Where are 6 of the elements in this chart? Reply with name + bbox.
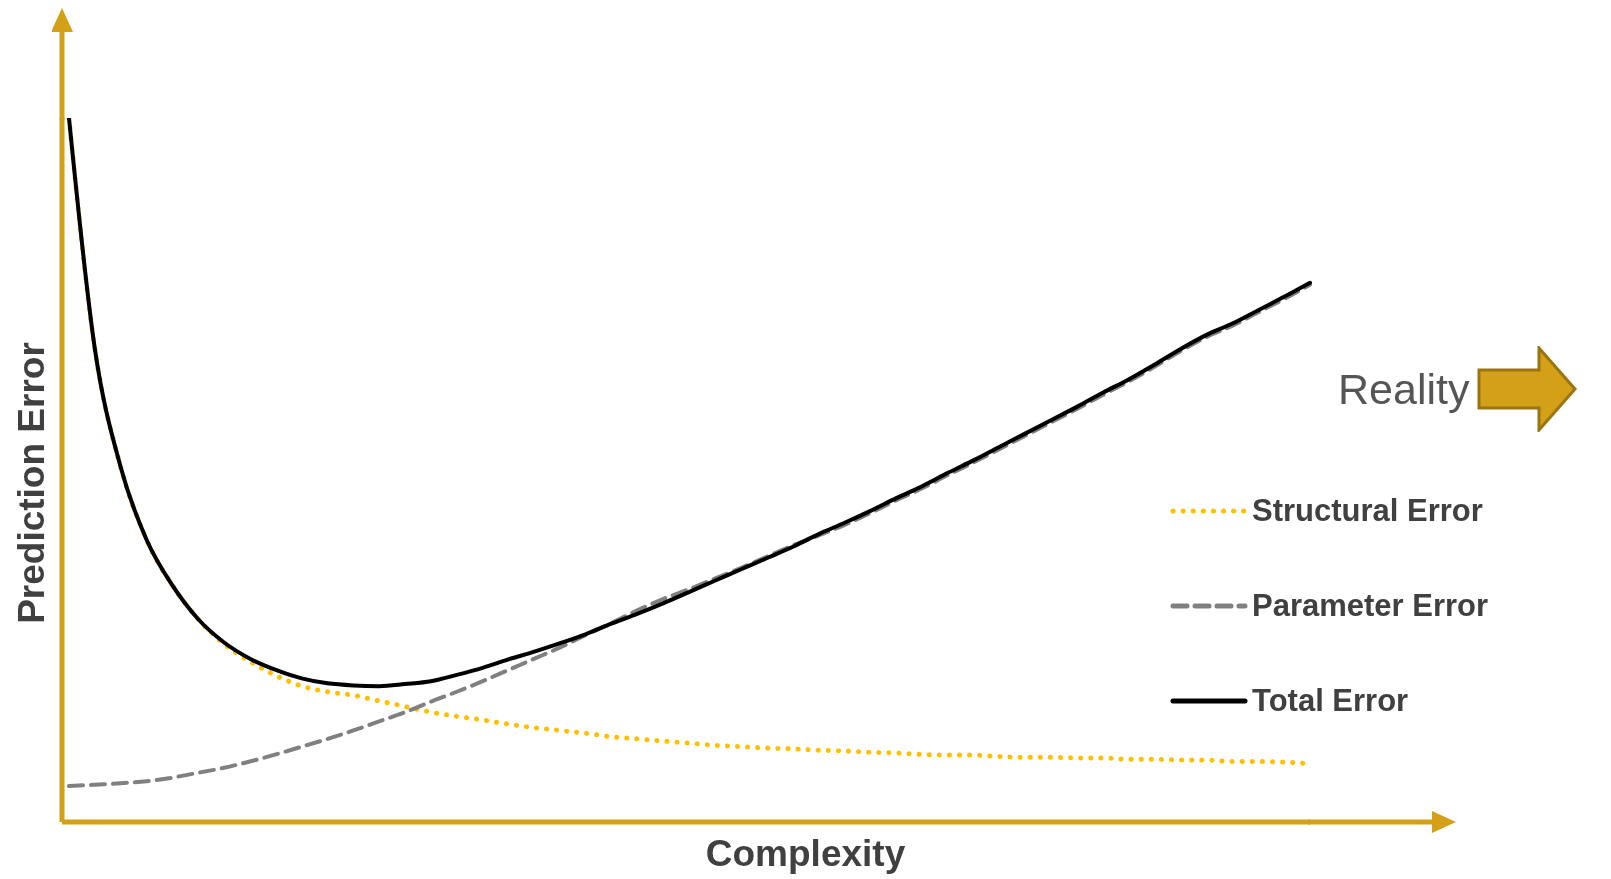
legend-label: Structural Error (1252, 492, 1483, 529)
legend-label: Total Error (1252, 682, 1409, 719)
legend-label: Parameter Error (1252, 587, 1489, 624)
y-axis-title: Prediction Error (11, 342, 53, 624)
text: Reality (1338, 364, 1470, 414)
x-axis-title: Complexity (705, 833, 906, 874)
